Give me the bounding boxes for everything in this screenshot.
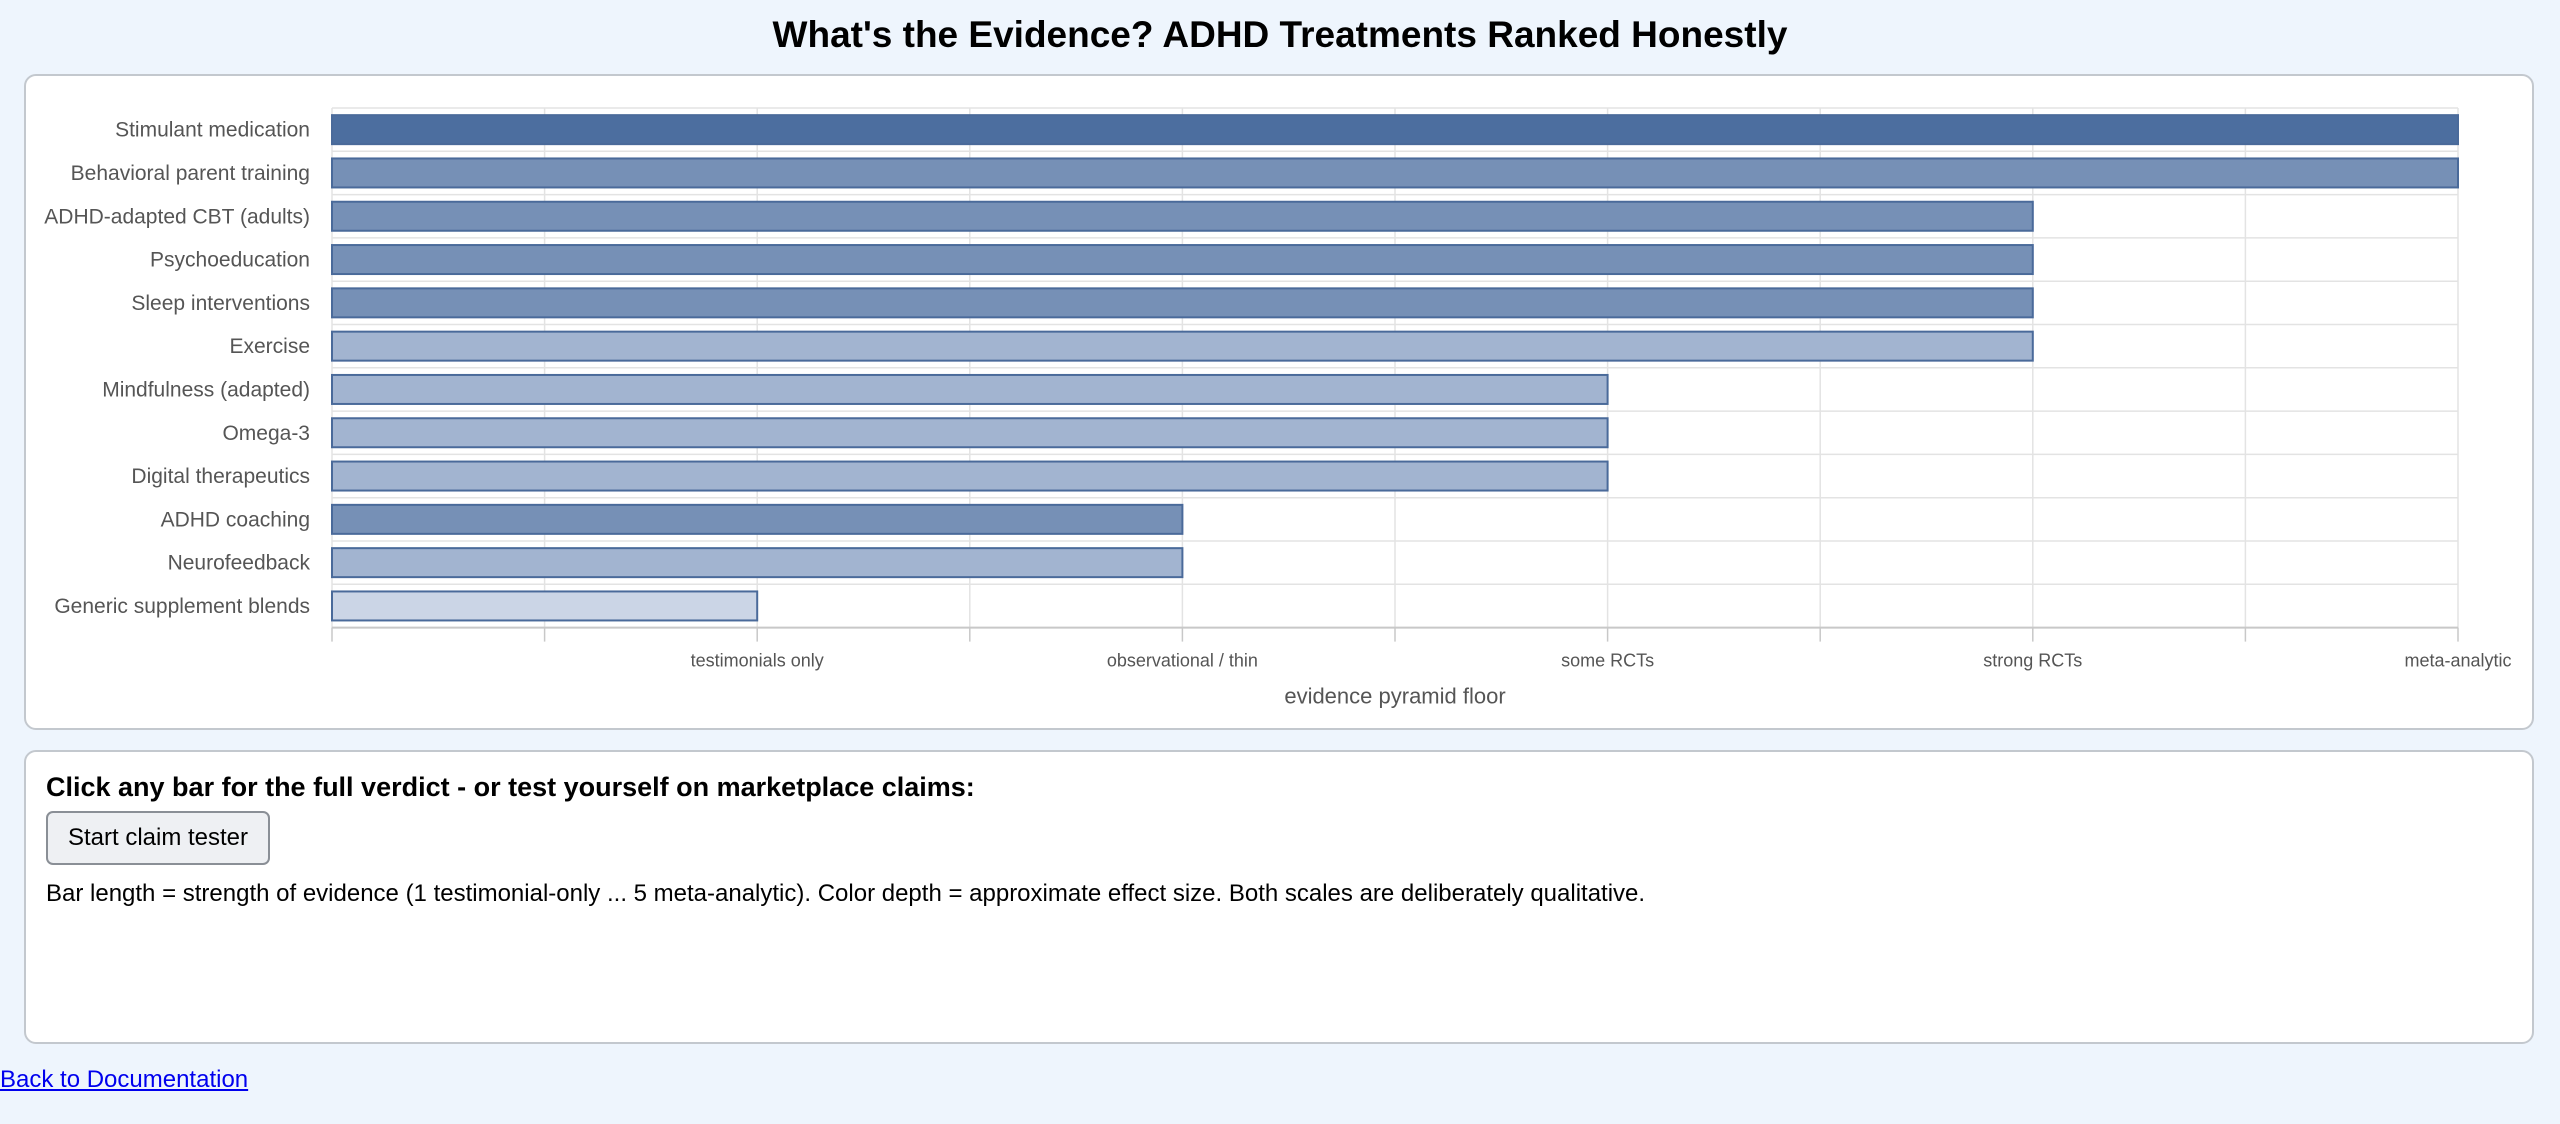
x-tick-label: observational / thin [1107,651,1258,671]
category-label: Digital therapeutics [131,465,310,488]
category-label: Psychoeducation [150,249,310,272]
category-label: ADHD coaching [161,508,310,531]
category-label: Sleep interventions [131,292,310,315]
bar-psychoeducation[interactable] [331,244,2034,276]
bar-adhd-adapted-cbt-adults[interactable] [331,200,2034,232]
x-tick-label: strong RCTs [1983,651,2082,671]
info-panel: Click any bar for the full verdict - or … [24,750,2534,1044]
category-label: Generic supplement blends [54,595,310,618]
bar-digital-therapeutics[interactable] [331,460,1609,492]
bar-stimulant-medication[interactable] [331,114,2459,146]
x-axis-title: evidence pyramid floor [1284,684,1505,709]
category-labels: Stimulant medication Behavioral parent tr… [44,119,310,618]
category-label: Behavioral parent training [71,162,310,185]
evidence-bar-chart: Stimulant medication Behavioral parent tr… [44,107,2512,709]
bar-omega-3[interactable] [331,417,1609,449]
start-claim-tester-button[interactable]: Start claim tester [46,811,270,865]
info-heading: Click any bar for the full verdict - or … [46,772,975,802]
bar-neurofeedback[interactable] [331,547,1184,579]
x-tick-label: meta-analytic [2404,651,2511,671]
chart-panel: Stimulant medication Behavioral parent tr… [24,74,2534,730]
x-ticks: testimonials only observational / thin som… [691,651,2512,671]
category-label: Stimulant medication [115,119,310,142]
bar-behavioral-parent-training[interactable] [331,157,2459,189]
x-tick-label: some RCTs [1561,651,1654,671]
page-title: What's the Evidence? ADHD Treatments Ran… [772,14,1788,55]
x-tick-label: testimonials only [691,651,824,671]
bar-mindfulness-adapted[interactable] [331,373,1609,405]
bar-exercise[interactable] [331,330,2034,362]
category-label: Mindfulness (adapted) [102,378,310,401]
back-to-documentation-link[interactable]: Back to Documentation [0,1066,249,1093]
category-label: ADHD-adapted CBT (adults) [44,205,310,228]
scale-explanation: Bar length = strength of evidence (1 tes… [46,880,1646,907]
bar-adhd-coaching[interactable] [331,503,1184,535]
bars[interactable] [331,114,2459,622]
category-label: Neurofeedback [168,552,311,575]
category-label: Omega-3 [222,422,310,445]
bar-generic-supplement-blends[interactable] [331,590,759,622]
category-label: Exercise [229,335,310,358]
bar-sleep-interventions[interactable] [331,287,2034,319]
grid-lines [331,107,2459,642]
